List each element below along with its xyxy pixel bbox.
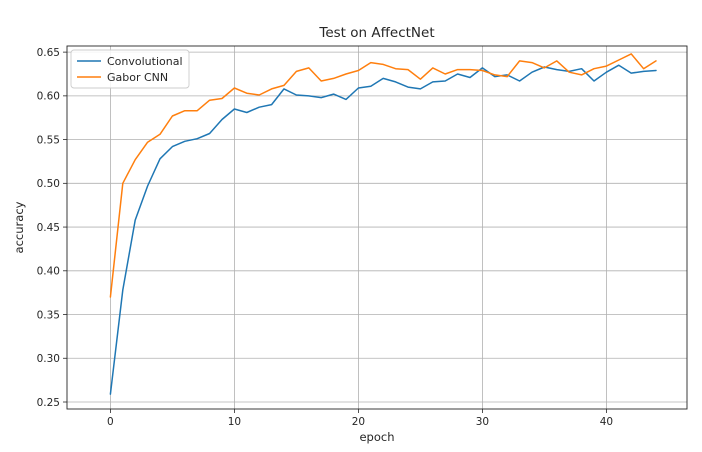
x-tick-label: 30 bbox=[476, 416, 489, 428]
y-tick-label: 0.40 bbox=[37, 266, 60, 278]
x-tick-label: 0 bbox=[107, 416, 114, 428]
series-line-gabor-cnn bbox=[109, 53, 657, 298]
y-tick-label: 0.45 bbox=[37, 222, 60, 234]
grid-layer bbox=[67, 46, 687, 409]
y-tick-label: 0.25 bbox=[37, 397, 60, 409]
chart-title: Test on AffectNet bbox=[318, 25, 434, 41]
legend-label-convolutional: Convolutional bbox=[107, 55, 183, 68]
legend: Convolutional Gabor CNN bbox=[70, 49, 190, 89]
x-tick-label: 40 bbox=[600, 416, 613, 428]
x-tick-label: 10 bbox=[228, 416, 241, 428]
y-tick-label: 0.60 bbox=[37, 91, 60, 103]
tick-layer: 0 10 20 30 40 0.25 0.30 0.35 0.40 0.45 0.50 0.55 0.6… bbox=[37, 47, 613, 428]
series-layer bbox=[109, 53, 657, 395]
y-tick-label: 0.55 bbox=[37, 134, 60, 146]
y-axis-title: accuracy bbox=[12, 201, 26, 253]
y-tick-label: 0.30 bbox=[37, 353, 60, 365]
x-axis-title: epoch bbox=[359, 430, 394, 444]
legend-label-gabor-cnn: Gabor CNN bbox=[107, 71, 168, 84]
plot-frame bbox=[66, 45, 688, 410]
y-tick-label: 0.50 bbox=[37, 178, 60, 190]
y-tick-label: 0.65 bbox=[37, 47, 60, 59]
series-line-convolutional bbox=[109, 64, 657, 395]
legend-box bbox=[70, 49, 190, 89]
x-tick-label: 20 bbox=[352, 416, 365, 428]
y-tick-label: 0.35 bbox=[37, 309, 60, 321]
